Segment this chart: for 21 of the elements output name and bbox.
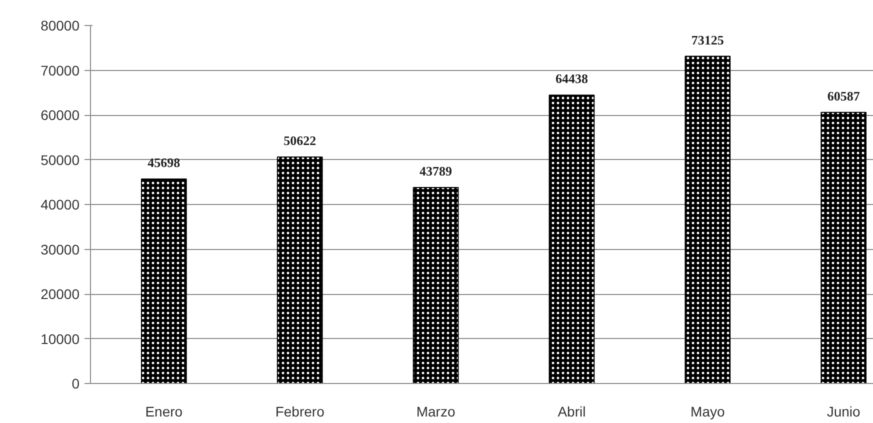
x-tick-label: Enero (145, 404, 183, 420)
y-tick-label: 70000 (40, 62, 80, 78)
data-label: 43789 (420, 164, 453, 179)
data-label: 60587 (827, 88, 860, 104)
y-tick-label: 60000 (40, 107, 80, 123)
y-tick-label: 50000 (40, 152, 80, 168)
y-tick-label: 40000 (40, 196, 80, 212)
x-tick-label: Abril (558, 404, 586, 420)
data-label: 73125 (691, 32, 724, 48)
y-tick-label: 80000 (40, 18, 80, 34)
data-label: 64438 (555, 71, 588, 86)
x-tick-label: Febrero (275, 404, 325, 420)
x-tick-label: Junio (826, 404, 861, 420)
y-tick-label: 30000 (40, 241, 80, 258)
x-tick-label: Mayo (690, 404, 725, 420)
y-tick-label: 10000 (40, 330, 80, 347)
y-tick-label: 20000 (40, 286, 80, 302)
y-tick-label: 0 (72, 376, 80, 392)
data-label: 45698 (148, 155, 181, 170)
data-label: 50622 (284, 132, 316, 148)
x-tick-label: Marzo (416, 404, 456, 420)
